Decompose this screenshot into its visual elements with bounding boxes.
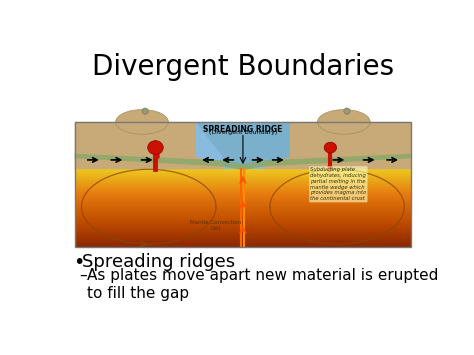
Polygon shape — [75, 122, 223, 169]
Text: •: • — [73, 253, 84, 272]
Ellipse shape — [148, 141, 163, 154]
Circle shape — [344, 108, 350, 114]
Ellipse shape — [116, 110, 168, 134]
Text: Subducting plate
dehydrates, inducing
partial melting in the
mantle wedge which
: Subducting plate dehydrates, inducing pa… — [310, 167, 366, 201]
Text: Mantle Convection
Cell: Mantle Convection Cell — [191, 220, 242, 231]
Polygon shape — [263, 122, 411, 169]
Ellipse shape — [318, 110, 370, 134]
Text: (Divergent Boundary): (Divergent Boundary) — [209, 130, 277, 135]
Bar — [75, 122, 411, 247]
Circle shape — [142, 108, 148, 114]
Bar — [75, 122, 411, 169]
Text: SPREADING RIDGE: SPREADING RIDGE — [203, 125, 283, 134]
Text: –: – — [80, 268, 87, 283]
Text: As plates move apart new material is erupted
to fill the gap: As plates move apart new material is eru… — [87, 268, 438, 301]
Polygon shape — [196, 122, 290, 169]
Text: Divergent Boundaries: Divergent Boundaries — [92, 53, 394, 81]
Ellipse shape — [324, 142, 337, 153]
Text: Spreading ridges: Spreading ridges — [82, 253, 236, 271]
Polygon shape — [75, 154, 411, 170]
Ellipse shape — [156, 153, 160, 159]
